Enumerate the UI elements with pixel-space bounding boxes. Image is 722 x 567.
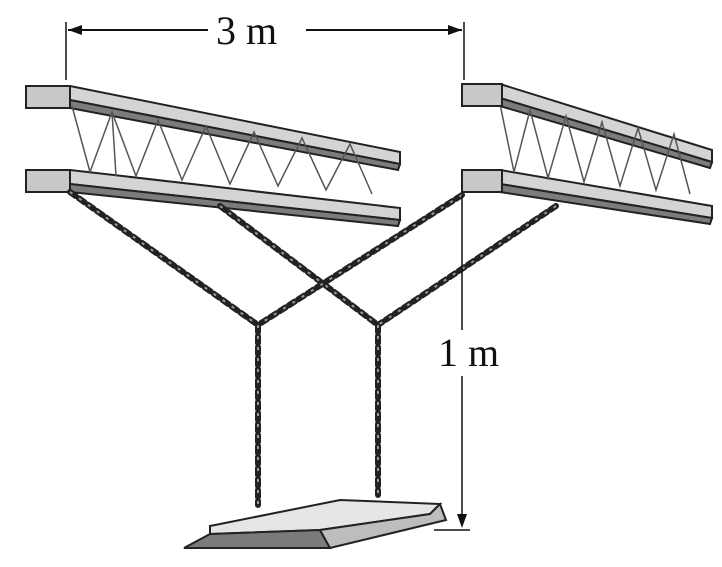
height-dimension: 1 m xyxy=(434,195,499,531)
left-frame xyxy=(25,84,402,228)
width-label: 3 m xyxy=(216,8,277,53)
chain-left-outer xyxy=(67,189,261,328)
width-dimension: 3 m xyxy=(65,8,465,80)
right-truss xyxy=(499,103,691,195)
chain-links-overlay xyxy=(69,191,557,505)
left-truss xyxy=(71,105,373,195)
chain-right-inner xyxy=(255,192,465,328)
right-frame xyxy=(461,82,714,226)
chain-right-outer xyxy=(375,203,559,328)
height-label: 1 m xyxy=(438,330,499,375)
swing-seat xyxy=(183,498,448,550)
chain-left-inner xyxy=(217,203,381,328)
